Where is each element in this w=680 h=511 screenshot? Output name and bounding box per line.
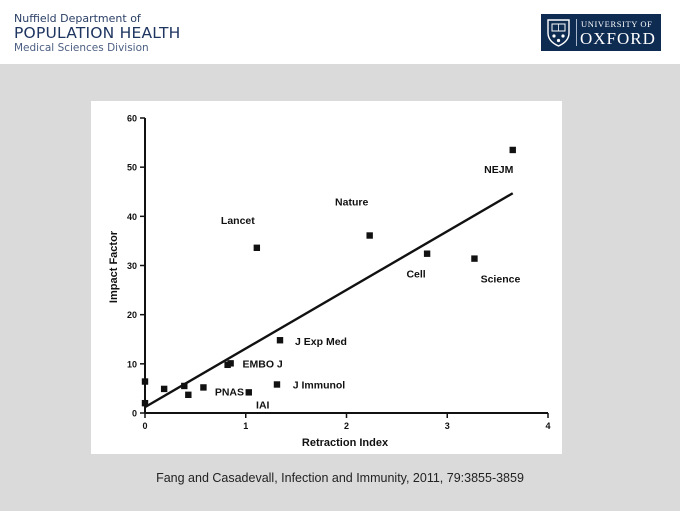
department-name-line1: Nuffield Department of (14, 12, 141, 25)
point-label: J Immunol (293, 379, 346, 391)
x-tick-label: 2 (344, 421, 349, 431)
data-point (245, 389, 252, 396)
logo-text-university-of: UNIVERSITY OF (581, 19, 653, 29)
y-tick-label: 0 (132, 409, 137, 419)
point-label: Science (481, 274, 521, 286)
logo-text-oxford: OXFORD (580, 29, 656, 48)
scatter-chart: 0 10 20 30 40 50 60 0 1 2 3 4 NEJM Nature Lancet Cell S… (108, 114, 551, 450)
data-point (181, 382, 188, 390)
trendline (144, 192, 514, 409)
point-label: IAI (256, 399, 270, 411)
data-point (224, 361, 231, 369)
division-name: Medical Sciences Division (14, 42, 149, 54)
y-tick-label: 40 (127, 212, 137, 222)
point-label: J Exp Med (295, 336, 347, 348)
citation-caption: Fang and Casadevall, Infection and Immun… (156, 471, 524, 485)
point-label: PNAS (215, 386, 244, 398)
y-tick-label: 10 (127, 359, 137, 369)
point-label: Lancet (221, 215, 255, 227)
header-bar: Nuffield Department of POPULATION HEALTH… (0, 0, 680, 64)
point-label: Nature (335, 197, 368, 209)
y-axis-label: Impact Factor (108, 230, 120, 303)
logo-divider (576, 19, 577, 46)
data-point (423, 250, 431, 257)
data-points (141, 146, 516, 407)
data-point (273, 381, 281, 388)
data-point (509, 146, 516, 154)
oxford-crest-icon (547, 19, 570, 47)
y-tick-label: 30 (127, 261, 137, 271)
point-label: Cell (406, 269, 425, 281)
data-point (200, 384, 207, 391)
data-point (141, 378, 149, 385)
data-point (471, 255, 478, 262)
chart-axes: 0 10 20 30 40 50 60 0 1 2 3 4 (127, 114, 551, 432)
chart-panel: 0 10 20 30 40 50 60 0 1 2 3 4 NEJM Nature Lancet Cell S… (91, 101, 562, 454)
point-label: NEJM (484, 164, 513, 176)
x-tick-label: 4 (545, 421, 550, 431)
y-tick-label: 50 (127, 163, 137, 173)
y-tick-label: 20 (127, 310, 137, 320)
data-point (160, 385, 168, 393)
data-point (185, 391, 192, 399)
x-axis-label: Retraction Index (302, 437, 389, 449)
data-point (141, 399, 149, 407)
data-point (366, 232, 373, 239)
oxford-logo: UNIVERSITY OF OXFORD (541, 14, 661, 51)
data-point (253, 244, 261, 251)
department-name-line2: POPULATION HEALTH (14, 24, 181, 42)
point-label: EMBO J (243, 358, 283, 370)
point-labels: NEJM Nature Lancet Cell Science J Exp Med EMBO… (215, 164, 521, 411)
x-tick-label: 0 (142, 421, 147, 431)
trendline-layer (144, 192, 514, 409)
data-point (276, 337, 284, 344)
x-tick-label: 3 (445, 421, 450, 431)
y-tick-label: 60 (127, 114, 137, 124)
x-tick-label: 1 (243, 421, 248, 431)
